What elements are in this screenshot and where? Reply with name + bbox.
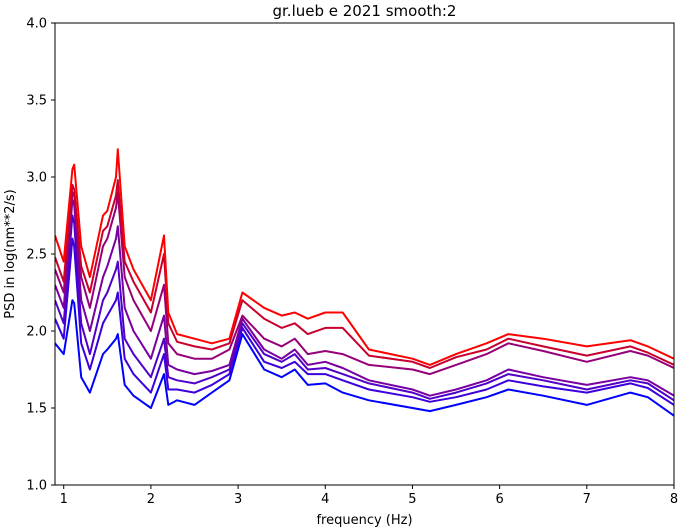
- chart-title: gr.lueb e 2021 smooth:2: [273, 2, 457, 20]
- y-tick-label: 2.0: [26, 325, 47, 340]
- x-tick-label: 2: [147, 492, 155, 507]
- y-tick-label: 1.0: [26, 479, 47, 494]
- x-tick-label: 8: [670, 492, 678, 507]
- series-line-1: [55, 148, 674, 366]
- series-line-4: [55, 199, 674, 397]
- y-axis: 1.0 1.5 2.0 2.5 3.0 3.5 4.0: [26, 17, 55, 494]
- series-line-3: [55, 191, 674, 376]
- plot-frame: [54, 22, 675, 486]
- x-axis: 1 2 3 4 5 6 7 8: [60, 485, 678, 507]
- y-tick-label: 3.0: [26, 171, 47, 186]
- series-line-6: [55, 237, 674, 406]
- x-tick-label: 4: [321, 492, 329, 507]
- x-tick-label: 1: [60, 492, 68, 507]
- x-tick-label: 6: [495, 492, 503, 507]
- x-axis-title: frequency (Hz): [316, 513, 412, 528]
- series-layer: [55, 148, 674, 417]
- series-line-5: [55, 214, 674, 402]
- y-tick-label: 3.5: [26, 94, 47, 109]
- x-tick-label: 3: [234, 492, 242, 507]
- y-axis-title: PSD in log(nm**2/s): [3, 189, 18, 319]
- series-line-2: [55, 179, 674, 369]
- series-line-7: [55, 299, 674, 417]
- x-tick-label: 7: [583, 492, 591, 507]
- y-tick-label: 2.5: [26, 248, 47, 263]
- x-tick-label: 5: [408, 492, 416, 507]
- y-tick-label: 1.5: [26, 402, 47, 417]
- y-tick-label: 4.0: [26, 17, 47, 32]
